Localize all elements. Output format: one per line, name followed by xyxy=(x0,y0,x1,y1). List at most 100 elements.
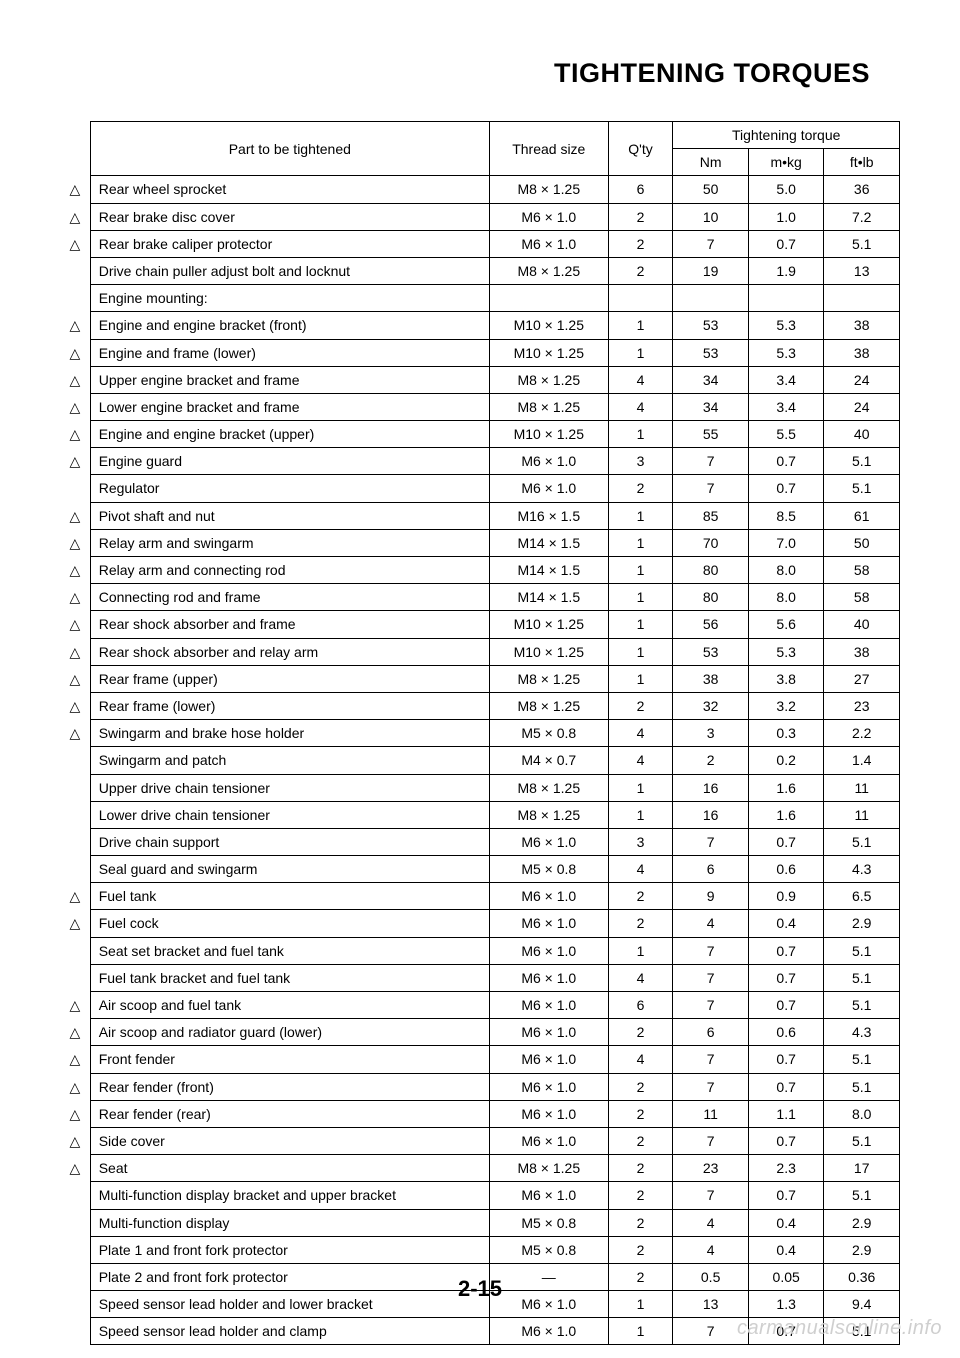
row-marker xyxy=(60,747,90,774)
table-row: Engine mounting: xyxy=(60,285,900,312)
row-ftlb: 40 xyxy=(824,611,900,638)
row-qty: 1 xyxy=(608,801,673,828)
row-thread: M6 × 1.0 xyxy=(489,230,608,257)
row-marker: △ xyxy=(60,529,90,556)
row-nm: 7 xyxy=(673,828,749,855)
table-row: △Side coverM6 × 1.0270.75.1 xyxy=(60,1127,900,1154)
row-thread: M6 × 1.0 xyxy=(489,1127,608,1154)
header-qty: Q'ty xyxy=(608,122,673,176)
row-part: Drive chain puller adjust bolt and lockn… xyxy=(90,257,489,284)
row-nm: 32 xyxy=(673,692,749,719)
row-nm: 7 xyxy=(673,992,749,1019)
row-mkg: 1.6 xyxy=(748,801,824,828)
row-qty: 1 xyxy=(608,421,673,448)
row-ftlb xyxy=(824,285,900,312)
row-thread: M8 × 1.25 xyxy=(489,366,608,393)
row-mkg: 0.7 xyxy=(748,964,824,991)
row-part: Rear frame (lower) xyxy=(90,692,489,719)
row-qty: 3 xyxy=(608,828,673,855)
row-ftlb: 11 xyxy=(824,774,900,801)
table-row: △Engine and engine bracket (upper)M10 × … xyxy=(60,421,900,448)
table-row: △Lower engine bracket and frameM8 × 1.25… xyxy=(60,393,900,420)
header-nm: Nm xyxy=(673,149,749,176)
row-marker: △ xyxy=(60,1073,90,1100)
row-qty: 1 xyxy=(608,502,673,529)
row-thread: M10 × 1.25 xyxy=(489,638,608,665)
table-row: △Connecting rod and frameM14 × 1.51808.0… xyxy=(60,584,900,611)
row-mkg: 1.9 xyxy=(748,257,824,284)
row-marker: △ xyxy=(60,611,90,638)
row-part: Plate 1 and front fork protector xyxy=(90,1236,489,1263)
table-row: △Upper engine bracket and frameM8 × 1.25… xyxy=(60,366,900,393)
row-mkg: 0.7 xyxy=(748,448,824,475)
table-row: △Relay arm and connecting rodM14 × 1.518… xyxy=(60,557,900,584)
table-row: Fuel tank bracket and fuel tankM6 × 1.04… xyxy=(60,964,900,991)
table-row: △Air scoop and radiator guard (lower)M6 … xyxy=(60,1019,900,1046)
row-ftlb: 58 xyxy=(824,584,900,611)
row-marker: △ xyxy=(60,366,90,393)
row-mkg: 0.7 xyxy=(748,1127,824,1154)
row-qty: 2 xyxy=(608,1019,673,1046)
row-qty: 2 xyxy=(608,230,673,257)
row-part: Engine and engine bracket (front) xyxy=(90,312,489,339)
row-part: Seat xyxy=(90,1155,489,1182)
row-nm: 7 xyxy=(673,1127,749,1154)
row-nm: 9 xyxy=(673,883,749,910)
row-thread: M6 × 1.0 xyxy=(489,475,608,502)
header-marker-2 xyxy=(60,149,90,176)
row-marker: △ xyxy=(60,992,90,1019)
row-nm: 3 xyxy=(673,720,749,747)
row-mkg: 0.6 xyxy=(748,1019,824,1046)
row-nm: 38 xyxy=(673,665,749,692)
table-row: Multi-function displayM5 × 0.8240.42.9 xyxy=(60,1209,900,1236)
row-part: Rear shock absorber and relay arm xyxy=(90,638,489,665)
row-thread: M5 × 0.8 xyxy=(489,720,608,747)
row-part: Seal guard and swingarm xyxy=(90,856,489,883)
row-nm: 50 xyxy=(673,176,749,203)
row-qty: 2 xyxy=(608,1127,673,1154)
row-thread: M14 × 1.5 xyxy=(489,584,608,611)
row-mkg: 3.4 xyxy=(748,393,824,420)
row-thread: M6 × 1.0 xyxy=(489,1019,608,1046)
row-nm: 55 xyxy=(673,421,749,448)
row-nm: 7 xyxy=(673,1182,749,1209)
row-marker: △ xyxy=(60,883,90,910)
row-ftlb: 17 xyxy=(824,1155,900,1182)
table-row: △Rear fender (rear)M6 × 1.02111.18.0 xyxy=(60,1100,900,1127)
row-thread: M10 × 1.25 xyxy=(489,611,608,638)
row-marker xyxy=(60,285,90,312)
row-part: Swingarm and patch xyxy=(90,747,489,774)
row-qty: 4 xyxy=(608,720,673,747)
row-thread: M8 × 1.25 xyxy=(489,665,608,692)
row-thread: M14 × 1.5 xyxy=(489,557,608,584)
row-qty: 2 xyxy=(608,692,673,719)
row-part: Swingarm and brake hose holder xyxy=(90,720,489,747)
table-row: △Air scoop and fuel tankM6 × 1.0670.75.1 xyxy=(60,992,900,1019)
row-nm: 53 xyxy=(673,339,749,366)
row-ftlb: 5.1 xyxy=(824,1182,900,1209)
table-row: △Fuel cockM6 × 1.0240.42.9 xyxy=(60,910,900,937)
row-thread: M4 × 0.7 xyxy=(489,747,608,774)
row-mkg: 1.6 xyxy=(748,774,824,801)
row-ftlb: 6.5 xyxy=(824,883,900,910)
row-part: Engine and engine bracket (upper) xyxy=(90,421,489,448)
row-mkg: 0.7 xyxy=(748,230,824,257)
row-qty: 4 xyxy=(608,1046,673,1073)
row-mkg: 5.0 xyxy=(748,176,824,203)
row-nm: 80 xyxy=(673,557,749,584)
row-mkg: 1.1 xyxy=(748,1100,824,1127)
row-ftlb: 2.9 xyxy=(824,1209,900,1236)
row-qty: 2 xyxy=(608,1209,673,1236)
row-thread: M6 × 1.0 xyxy=(489,1100,608,1127)
row-mkg: 3.2 xyxy=(748,692,824,719)
row-marker: △ xyxy=(60,910,90,937)
row-ftlb: 4.3 xyxy=(824,856,900,883)
row-ftlb: 38 xyxy=(824,312,900,339)
row-mkg: 0.6 xyxy=(748,856,824,883)
row-part: Rear shock absorber and frame xyxy=(90,611,489,638)
row-qty: 2 xyxy=(608,475,673,502)
row-ftlb: 38 xyxy=(824,339,900,366)
row-part: Air scoop and radiator guard (lower) xyxy=(90,1019,489,1046)
row-qty: 1 xyxy=(608,584,673,611)
row-part: Rear fender (rear) xyxy=(90,1100,489,1127)
